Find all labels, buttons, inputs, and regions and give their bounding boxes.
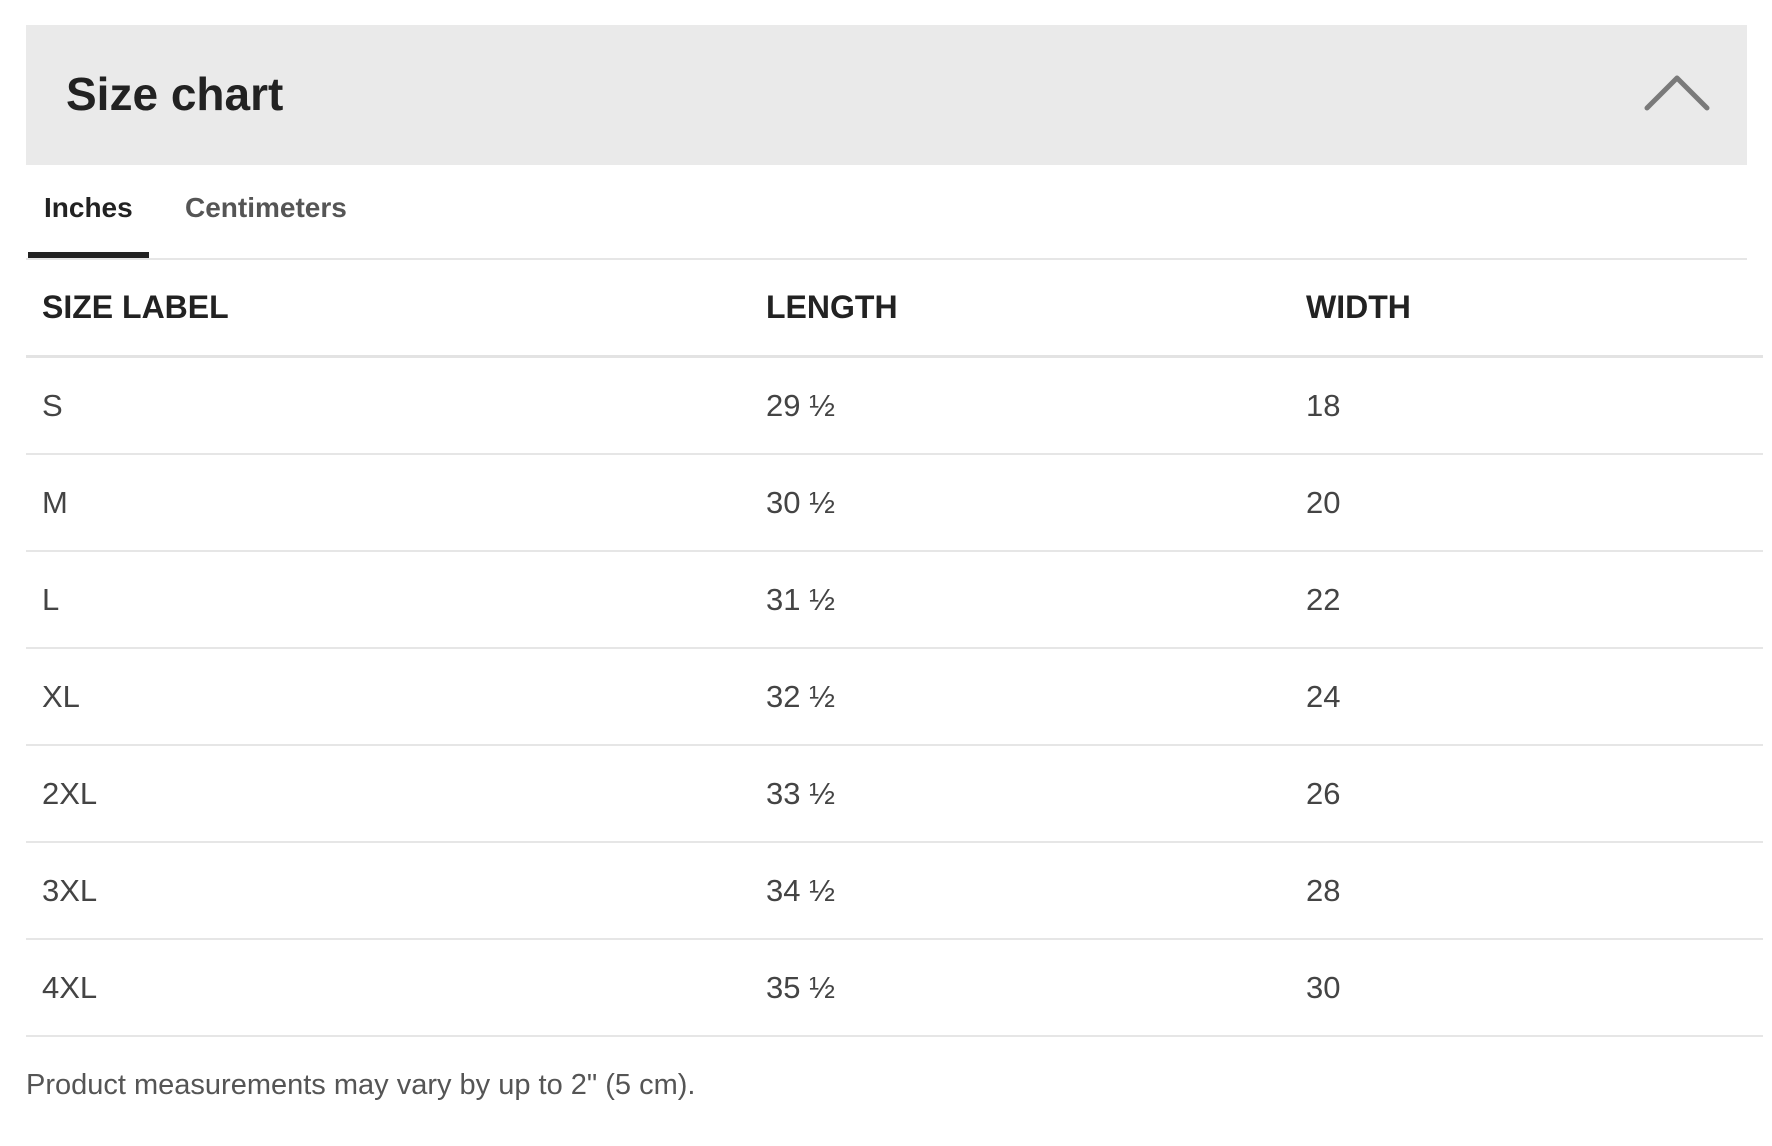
width-cell: 24: [1306, 648, 1763, 746]
size-chart-title: Size chart: [66, 68, 284, 120]
size-label-cell: 2XL: [26, 745, 766, 843]
length-cell: 29 ½: [766, 356, 1306, 455]
table-row: 4XL 35 ½ 30: [26, 939, 1763, 1037]
measurement-note: Product measurements may vary by up to 2…: [26, 1069, 696, 1101]
length-cell: 31 ½: [766, 551, 1306, 649]
width-cell: 30: [1306, 939, 1763, 1037]
column-header-length: LENGTH: [766, 260, 1306, 358]
size-label-cell: 4XL: [26, 939, 766, 1037]
width-cell: 22: [1306, 551, 1763, 649]
size-table: SIZE LABEL LENGTH WIDTH S 29 ½ 18 M 30 ½…: [26, 260, 1763, 1037]
size-label-cell: M: [26, 454, 766, 552]
size-label-cell: S: [26, 356, 766, 455]
size-chart-panel: Size chart Inches Centimeters SIZE LABEL…: [26, 25, 1763, 1102]
table-row: S 29 ½ 18: [26, 356, 1763, 455]
tab-inches[interactable]: Inches: [28, 194, 149, 258]
width-cell: 20: [1306, 454, 1763, 552]
table-row: L 31 ½ 22: [26, 551, 1763, 649]
length-cell: 32 ½: [766, 648, 1306, 746]
size-label-cell: XL: [26, 648, 766, 746]
collapse-button[interactable]: [1643, 70, 1711, 120]
table-row: M 30 ½ 20: [26, 454, 1763, 552]
length-cell: 34 ½: [766, 842, 1306, 940]
width-cell: 18: [1306, 356, 1763, 455]
table-row: 2XL 33 ½ 26: [26, 745, 1763, 843]
size-label-cell: L: [26, 551, 766, 649]
column-header-width: WIDTH: [1306, 260, 1763, 358]
size-chart-header[interactable]: Size chart: [26, 25, 1747, 165]
size-label-cell: 3XL: [26, 842, 766, 940]
length-cell: 35 ½: [766, 939, 1306, 1037]
chevron-up-icon: [1644, 75, 1710, 111]
length-cell: 30 ½: [766, 454, 1306, 552]
table-header-row: SIZE LABEL LENGTH WIDTH: [26, 260, 1763, 358]
table-row: 3XL 34 ½ 28: [26, 842, 1763, 940]
tab-centimeters[interactable]: Centimeters: [185, 192, 347, 223]
table-row: XL 32 ½ 24: [26, 648, 1763, 746]
width-cell: 28: [1306, 842, 1763, 940]
length-cell: 33 ½: [766, 745, 1306, 843]
width-cell: 26: [1306, 745, 1763, 843]
unit-tabs: Inches Centimeters: [26, 165, 1747, 260]
column-header-size-label: SIZE LABEL: [26, 260, 766, 358]
